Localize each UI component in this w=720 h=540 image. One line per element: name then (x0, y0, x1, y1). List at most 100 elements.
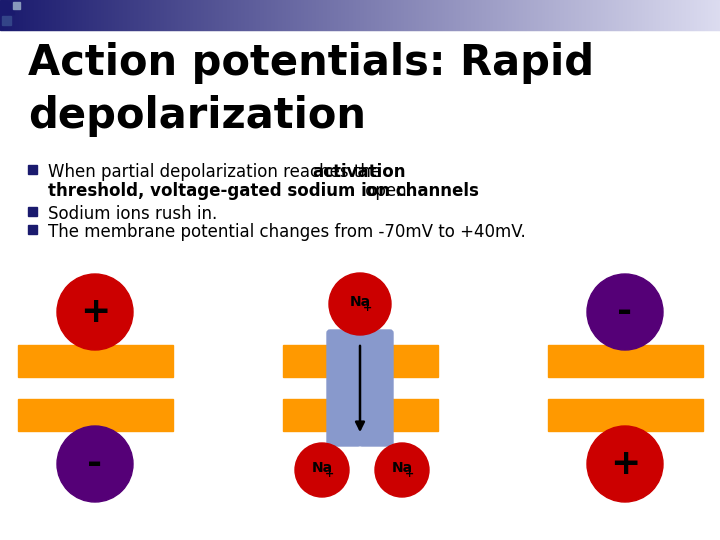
Text: Action potentials: Rapid: Action potentials: Rapid (28, 42, 594, 84)
Bar (314, 0, 315, 30)
Bar (708, 0, 709, 30)
Bar (271, 0, 272, 30)
Bar (600, 0, 601, 30)
Bar (268, 0, 269, 30)
Bar (556, 0, 557, 30)
Bar (274, 0, 275, 30)
Bar (269, 0, 270, 30)
Bar (500, 0, 501, 30)
Bar (148, 0, 149, 30)
Bar (663, 0, 664, 30)
Bar (674, 0, 675, 30)
Bar (497, 0, 498, 30)
Bar (164, 0, 165, 30)
Bar (104, 0, 105, 30)
Bar (92, 0, 93, 30)
Bar (266, 0, 267, 30)
Bar (362, 0, 363, 30)
Bar (176, 0, 177, 30)
Bar (72, 0, 73, 30)
Bar (401, 0, 402, 30)
Bar (666, 0, 667, 30)
Bar (645, 0, 646, 30)
Bar (614, 0, 615, 30)
Bar (654, 0, 655, 30)
Bar (637, 0, 638, 30)
Bar (459, 0, 460, 30)
Bar (257, 0, 258, 30)
Bar (315, 0, 316, 30)
Bar (141, 0, 142, 30)
Bar (2, 16, 11, 25)
Bar (671, 0, 672, 30)
Bar (270, 0, 271, 30)
Bar (28, 0, 29, 30)
Bar (569, 0, 570, 30)
Bar (37, 0, 38, 30)
Bar (163, 0, 164, 30)
Bar (56, 0, 57, 30)
Bar (158, 0, 159, 30)
Bar (638, 0, 639, 30)
Bar (33, 0, 34, 30)
Bar (673, 0, 674, 30)
Bar (509, 0, 510, 30)
Bar (136, 0, 137, 30)
Bar (350, 0, 351, 30)
Bar (276, 0, 277, 30)
Bar (414, 0, 415, 30)
Bar (17, 399, 173, 431)
Bar (670, 0, 671, 30)
Bar (133, 0, 134, 30)
Bar (281, 0, 282, 30)
Bar (506, 0, 507, 30)
Bar (412, 0, 413, 30)
Bar (28, 225, 37, 234)
Bar (665, 0, 666, 30)
Bar (576, 0, 577, 30)
Bar (236, 0, 237, 30)
Bar (15, 0, 16, 30)
Bar (297, 0, 298, 30)
Bar (461, 0, 462, 30)
Bar (367, 0, 368, 30)
Bar (407, 0, 408, 30)
Bar (377, 0, 378, 30)
Bar (126, 0, 127, 30)
Bar (679, 0, 680, 30)
Bar (539, 0, 540, 30)
Bar (2, 2, 14, 14)
Bar (423, 0, 424, 30)
Bar (116, 0, 117, 30)
Bar (419, 0, 420, 30)
Bar (198, 0, 199, 30)
Bar (633, 0, 634, 30)
Bar (331, 0, 332, 30)
Bar (474, 0, 475, 30)
Bar (393, 0, 394, 30)
Bar (613, 0, 614, 30)
Bar (336, 0, 337, 30)
Bar (191, 0, 192, 30)
Bar (418, 0, 419, 30)
Bar (323, 0, 324, 30)
Bar (480, 0, 481, 30)
Bar (715, 0, 716, 30)
Bar (489, 0, 490, 30)
Bar (379, 0, 380, 30)
Bar (153, 0, 154, 30)
Bar (340, 0, 341, 30)
Bar (625, 0, 626, 30)
Bar (360, 0, 361, 30)
Bar (139, 0, 140, 30)
Bar (285, 0, 286, 30)
Bar (79, 0, 80, 30)
Bar (458, 0, 459, 30)
Bar (650, 0, 651, 30)
Bar (547, 399, 703, 431)
Bar (244, 0, 245, 30)
Bar (283, 0, 284, 30)
Bar (87, 0, 88, 30)
Bar (93, 0, 94, 30)
Bar (501, 0, 502, 30)
